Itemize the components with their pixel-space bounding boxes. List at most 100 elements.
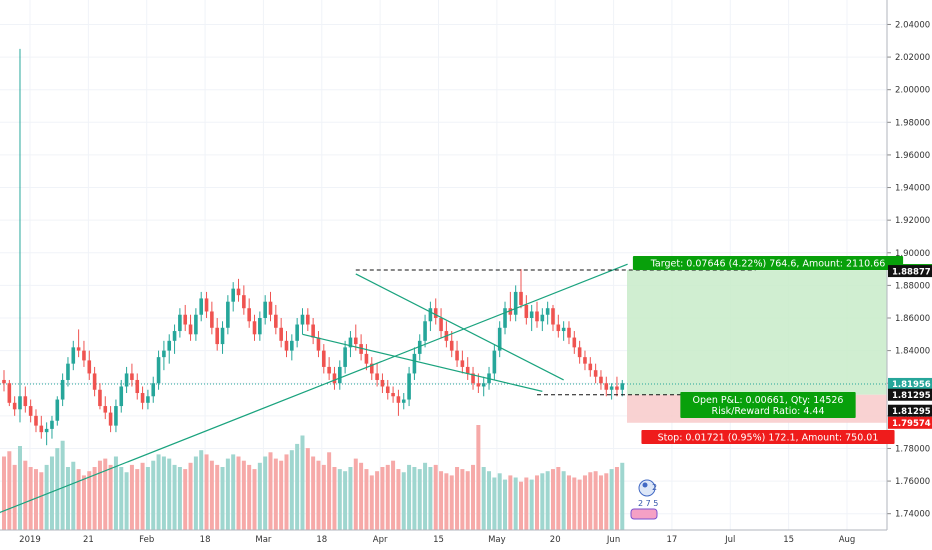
candle-body	[7, 383, 12, 403]
volume-bar	[241, 460, 246, 530]
candle-body	[220, 327, 225, 345]
candle-body	[519, 291, 523, 305]
price-tag-entry	[888, 404, 932, 417]
candle-body	[55, 399, 60, 421]
volume-bar	[2, 456, 6, 530]
volume-bar	[135, 469, 140, 530]
candle-body	[290, 340, 294, 351]
candle-body	[540, 314, 545, 322]
x-tick-label: Apr	[373, 535, 388, 545]
candle-body	[449, 340, 454, 351]
candle-body	[322, 350, 326, 367]
candle-body	[119, 386, 124, 407]
candle-body	[327, 366, 331, 374]
candle-body	[551, 308, 555, 325]
volume-bar	[593, 471, 598, 530]
volume-bar	[348, 467, 353, 530]
candle-body	[215, 327, 219, 345]
candle-body	[268, 301, 273, 315]
volume-bar	[492, 477, 497, 530]
y-tick-label: 1.74000	[895, 510, 930, 520]
candle-body	[258, 318, 262, 335]
volume-bar	[380, 467, 385, 530]
target-zone	[627, 270, 887, 395]
x-tick-label: May	[488, 535, 506, 545]
candle-body	[492, 350, 497, 374]
candle-body	[39, 425, 44, 433]
falling-lower-trendline	[302, 333, 543, 392]
volume-bar	[316, 460, 321, 530]
y-tick-label: 2.02000	[895, 53, 930, 63]
volume-bar	[49, 456, 54, 530]
candle-body	[465, 366, 470, 374]
candle-body	[428, 308, 433, 322]
candle-body	[103, 406, 108, 413]
volume-bar	[417, 469, 422, 530]
volume-bar	[353, 458, 358, 530]
candle-body	[455, 350, 459, 361]
candle-body	[66, 363, 70, 380]
candle-body	[124, 373, 129, 387]
volume-bar	[412, 467, 417, 530]
candle-body	[615, 386, 619, 390]
volume-bar	[444, 473, 449, 530]
volume-bar	[220, 467, 225, 530]
price-tag-text: 1.88877	[892, 267, 931, 277]
volume-bar	[364, 469, 369, 530]
volume-bar	[140, 462, 145, 530]
candle-body	[172, 331, 177, 341]
target-label: Target: 0.07646 (4.22%) 764.6, Amount: 2…	[632, 256, 904, 270]
candle-body	[620, 383, 625, 390]
y-tick-label: 1.76000	[895, 477, 930, 487]
x-tick-label: 21	[83, 535, 94, 545]
candle-body	[60, 379, 65, 400]
volume-bar	[177, 467, 182, 530]
x-tick-label: Mar	[255, 535, 272, 545]
volume-bar	[545, 471, 550, 530]
candle-body	[12, 402, 17, 410]
volume-bar	[487, 471, 492, 530]
price-tag-entry	[888, 388, 932, 401]
price-tag-last	[888, 377, 932, 390]
volume-bar	[263, 456, 268, 530]
volume-bar	[519, 481, 524, 530]
volume-bar	[439, 471, 444, 530]
volume-bar	[407, 464, 412, 530]
volume-bar	[113, 456, 118, 530]
stop-label-text: Stop: 0.01721 (0.95%) 172.1, Amount: 750…	[658, 433, 879, 444]
candle-body	[599, 376, 603, 384]
volume-bar	[561, 471, 566, 530]
volume-bar	[268, 452, 273, 530]
y-tick-label: 1.98000	[895, 118, 930, 128]
volume-bar	[167, 458, 172, 530]
volume-bar	[108, 464, 113, 530]
volume-bar	[188, 462, 193, 530]
volume-bar	[33, 469, 38, 530]
volume-bar	[311, 456, 316, 530]
x-tick-label: 18	[200, 535, 211, 545]
volume-bar	[497, 473, 502, 530]
price-tag-text: 1.79574	[892, 419, 931, 429]
volume-bar	[401, 472, 406, 530]
volume-bar	[97, 460, 102, 530]
volume-bar	[343, 471, 348, 530]
ascending-trendline	[0, 263, 628, 514]
volume-bar	[433, 464, 438, 530]
candle-body	[114, 406, 118, 426]
candle-body	[82, 350, 86, 361]
volume-bar	[23, 460, 28, 530]
candle-body	[583, 357, 587, 364]
volume-bar	[423, 462, 428, 530]
svg-text:2: 2	[652, 483, 657, 492]
candle-body	[572, 337, 577, 348]
candle-body	[130, 373, 134, 380]
candle-body	[295, 324, 299, 341]
risk-reward-text: Risk/Reward Ratio: 4.44	[711, 406, 824, 417]
volume-bar	[76, 469, 81, 530]
y-tick-label: 1.86000	[895, 314, 930, 324]
candle-body	[98, 389, 102, 407]
candle-body	[497, 327, 502, 351]
svg-text:2 7 5: 2 7 5	[638, 499, 658, 508]
volume-bar	[508, 475, 513, 530]
